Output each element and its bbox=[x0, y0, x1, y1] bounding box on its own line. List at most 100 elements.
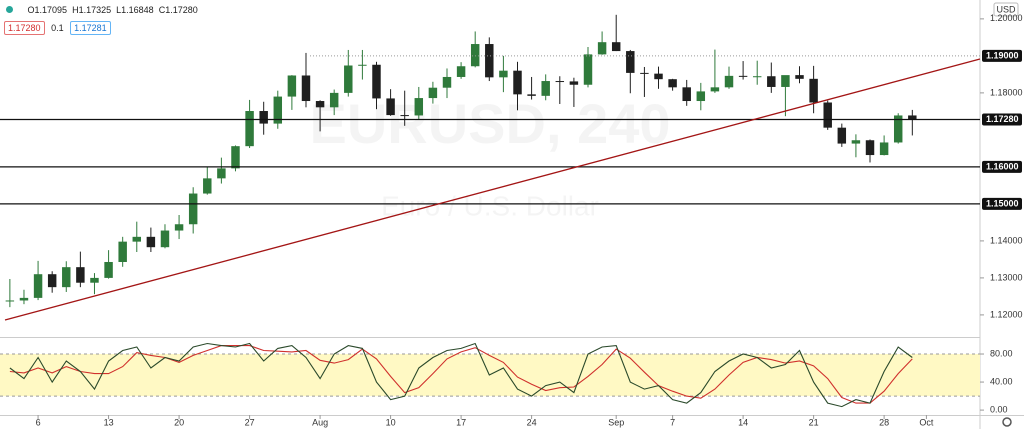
low-label: L1.16848 bbox=[116, 5, 154, 15]
candle-body bbox=[259, 111, 268, 124]
y-tick-label: 1.13000 bbox=[990, 272, 1023, 282]
candle-body bbox=[315, 101, 325, 108]
level-label: 1.16000 bbox=[986, 161, 1019, 171]
candle-body bbox=[132, 236, 142, 242]
trade-row: 1.17280 0.1 1.17281 bbox=[4, 21, 111, 35]
x-tick-label: 14 bbox=[738, 417, 748, 427]
candle-body bbox=[626, 51, 635, 73]
oscillator-line bbox=[9, 345, 913, 404]
candle-body bbox=[499, 70, 508, 78]
high-label: H1.17325 bbox=[72, 5, 112, 15]
x-tick-label: 28 bbox=[879, 417, 889, 427]
y-tick-label: 0.00 bbox=[990, 404, 1008, 414]
x-tick-label: 17 bbox=[456, 417, 466, 427]
candle-body bbox=[146, 236, 156, 248]
candle-body bbox=[513, 70, 522, 95]
level-box bbox=[982, 49, 1022, 62]
level-label: 1.15000 bbox=[986, 198, 1019, 208]
candle-body bbox=[33, 274, 43, 298]
candle-body bbox=[879, 142, 889, 156]
candle-body bbox=[865, 140, 875, 156]
candle-body bbox=[724, 75, 734, 88]
level-label: 1.19000 bbox=[986, 50, 1019, 60]
level-box bbox=[982, 197, 1022, 210]
candle-body bbox=[19, 297, 29, 301]
candle-body bbox=[541, 81, 550, 96]
candle-body bbox=[583, 54, 593, 85]
candle-body bbox=[245, 111, 254, 147]
candle-body bbox=[823, 102, 832, 128]
candle-body bbox=[569, 81, 579, 85]
x-tick-label: 10 bbox=[386, 417, 396, 427]
candle-body bbox=[118, 241, 127, 262]
candle-body bbox=[654, 73, 663, 80]
status-dot bbox=[6, 6, 13, 13]
sell-button[interactable]: 1.17280 bbox=[4, 21, 45, 35]
candle-body bbox=[893, 115, 903, 143]
buy-button[interactable]: 1.17281 bbox=[70, 21, 111, 35]
candle-body bbox=[160, 230, 170, 248]
settings-icon[interactable] bbox=[1002, 417, 1012, 427]
watermark: Euro / U.S. Dollar bbox=[381, 190, 599, 221]
y-tick-label: 1.12000 bbox=[990, 309, 1023, 319]
level-box bbox=[982, 160, 1022, 173]
candle-body bbox=[696, 91, 706, 102]
gear[interactable] bbox=[1002, 417, 1012, 427]
oscillator-line bbox=[9, 342, 913, 408]
candle-body bbox=[372, 64, 381, 99]
open-label: O1.17095 bbox=[27, 5, 68, 15]
candle-body bbox=[837, 127, 847, 144]
x-tick-label: Sep bbox=[608, 417, 624, 427]
candle-body bbox=[47, 274, 57, 288]
y-tick-label: 1.20000 bbox=[990, 13, 1023, 23]
x-tick-label: 6 bbox=[36, 417, 41, 427]
candle-body bbox=[442, 76, 452, 88]
candles bbox=[5, 14, 917, 308]
x-tick-label: 13 bbox=[104, 417, 114, 427]
candle-body bbox=[188, 193, 198, 225]
candle-body bbox=[174, 224, 184, 231]
candle-body bbox=[485, 44, 494, 78]
x-tick-label: 7 bbox=[670, 417, 675, 427]
x-tick-label: 20 bbox=[174, 417, 184, 427]
candle-body bbox=[301, 75, 311, 102]
candle-body bbox=[752, 76, 762, 78]
candle-body bbox=[527, 94, 536, 96]
candle-body bbox=[851, 140, 861, 144]
y-tick-label: 1.18000 bbox=[990, 87, 1023, 97]
unit-box[interactable] bbox=[993, 2, 1019, 17]
x-tick-label: Aug bbox=[312, 417, 328, 427]
candle-body bbox=[386, 98, 395, 116]
level-box bbox=[982, 113, 1022, 126]
candle-body bbox=[62, 267, 71, 288]
candle-body bbox=[358, 64, 367, 66]
y-tick-label: 40.00 bbox=[990, 376, 1013, 386]
candle-body bbox=[287, 75, 297, 97]
candle-body bbox=[90, 277, 99, 283]
candle-body bbox=[5, 300, 15, 302]
candle-body bbox=[329, 92, 339, 108]
candle-body bbox=[611, 42, 621, 52]
candle-body bbox=[231, 146, 240, 169]
x-tick-label: 27 bbox=[245, 417, 255, 427]
y-tick-label: 80.00 bbox=[990, 348, 1013, 358]
candle-body bbox=[217, 168, 226, 179]
candle-body bbox=[738, 75, 748, 77]
candle-body bbox=[795, 75, 804, 79]
close-label: C1.17280 bbox=[158, 5, 198, 15]
trend-line bbox=[4, 58, 981, 321]
x-tick-label: 24 bbox=[527, 417, 537, 427]
candle-body bbox=[668, 79, 677, 88]
candle-body bbox=[414, 98, 424, 116]
candle-body bbox=[273, 96, 283, 124]
candle-body bbox=[76, 267, 85, 283]
candle-body bbox=[597, 42, 607, 55]
y-tick-label: 1.14000 bbox=[990, 235, 1023, 245]
x-tick-label: 21 bbox=[809, 417, 819, 427]
x-tick-label: Oct bbox=[919, 417, 934, 427]
axis-unit[interactable]: USD bbox=[996, 4, 1016, 14]
candle-body bbox=[470, 44, 480, 67]
candle-body bbox=[344, 65, 353, 93]
